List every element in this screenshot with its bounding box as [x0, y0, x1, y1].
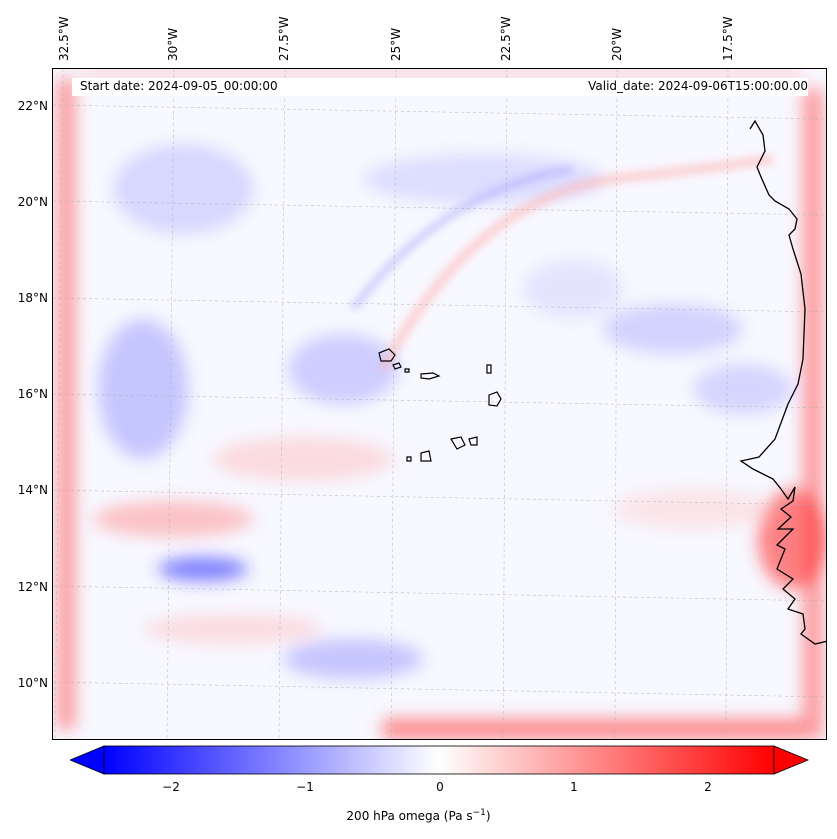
lon-label: 20°W [610, 27, 624, 61]
colorbar-tick: −2 [162, 780, 180, 794]
lon-label: 30°W [166, 27, 180, 61]
lat-label: 20°N [17, 195, 48, 209]
colorbar-label-end: ) [485, 809, 491, 823]
lon-label: 27.5°W [277, 16, 291, 61]
colorbar-label-main: 200 hPa omega (Pa s [346, 809, 473, 823]
colorbar-tick: 0 [436, 780, 444, 794]
colorbar-label: 200 hPa omega (Pa s−1) [0, 808, 837, 823]
lon-label: 17.5°W [721, 16, 735, 61]
map-panel [52, 68, 827, 740]
omega-field-map [53, 69, 826, 739]
lat-label: 10°N [17, 676, 48, 690]
colorbar-label-exponent: −1 [472, 808, 486, 818]
lon-label: 22.5°W [499, 16, 513, 61]
colorbar-tick: 1 [570, 780, 578, 794]
lon-label: 32.5°W [57, 16, 71, 61]
colorbar-tick: −1 [296, 780, 314, 794]
start-date-label: Start date: 2024-09-05_00:00:00 [80, 79, 278, 93]
lat-label: 18°N [17, 291, 48, 305]
colorbar-max-extension [773, 745, 810, 775]
valid-date-label: Valid_date: 2024-09-06T15:00:00.00 [588, 79, 808, 93]
colorbar-min-extension [70, 745, 105, 775]
colorbar-gradient [103, 745, 775, 775]
lat-label: 22°N [17, 99, 48, 113]
cape-verde-islands [378, 348, 502, 462]
gridlines [53, 69, 826, 739]
date-annotation-box [72, 78, 808, 96]
colorbar-tick: 2 [704, 780, 712, 794]
lat-label: 14°N [17, 483, 48, 497]
lat-label: 16°N [17, 387, 48, 401]
lat-label: 12°N [17, 580, 48, 594]
omega-field [57, 69, 826, 739]
colorbar [70, 745, 810, 775]
african-coastline [739, 119, 826, 645]
lon-label: 25°W [389, 27, 403, 61]
